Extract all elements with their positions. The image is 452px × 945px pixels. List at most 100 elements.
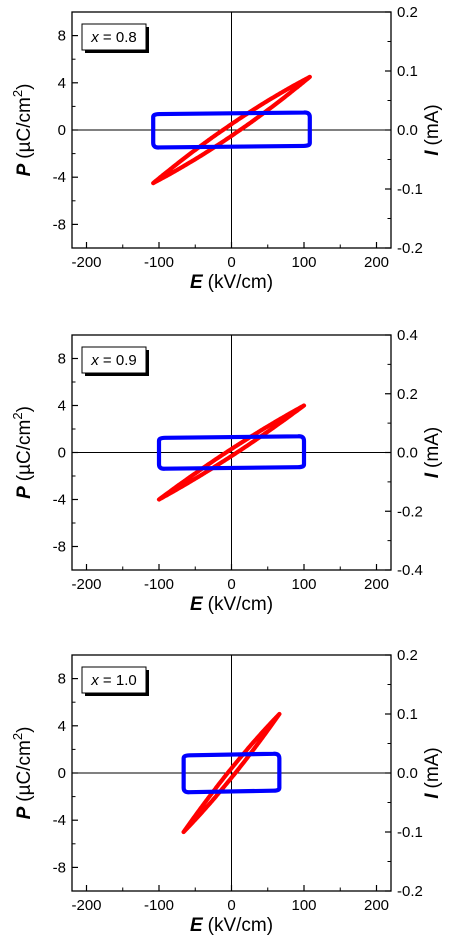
- y-axis-unit-close: ): [14, 727, 35, 733]
- legend-variable: x: [90, 29, 99, 46]
- y2-axis-symbol: I: [422, 150, 443, 156]
- y2-tick-label: 0.2: [397, 647, 418, 664]
- y-axis-label: P (µC/cm2): [10, 406, 35, 499]
- y-axis-unit: (µC/cm: [14, 97, 35, 159]
- y-tick-label: -8: [53, 859, 66, 876]
- x-tick-label: -200: [71, 576, 101, 593]
- x-tick-label: 0: [227, 897, 235, 914]
- y-tick-label: 0: [58, 122, 66, 139]
- legend-box: [81, 666, 147, 694]
- pe-loop-series: [181, 711, 282, 835]
- legend-equals: =: [99, 672, 116, 689]
- legend-label: x = 0.8: [90, 29, 136, 46]
- y2-tick-label: 0.0: [397, 445, 418, 462]
- x-axis-symbol: E: [190, 915, 204, 936]
- x-tick-label: 200: [364, 254, 389, 271]
- y-tick-label: 8: [58, 351, 66, 368]
- y-axis-unit: (µC/cm: [14, 420, 35, 482]
- x-axis-unit: (kV/cm): [208, 272, 273, 293]
- legend-value: 0.8: [116, 29, 137, 46]
- y-axis-unit: (µC/cm: [14, 740, 35, 802]
- y-tick-label: 8: [58, 28, 66, 45]
- y-tick-label: -8: [53, 539, 66, 556]
- y2-tick-label: 0.0: [397, 122, 418, 139]
- chart-panel-2: -200 -100 0 100 200 8 4 0 -4 -8 0.4 0.2 0.0 -0.2 -0.4 x…: [10, 327, 443, 615]
- y-axis-unit-superscript: 2: [10, 733, 25, 740]
- y2-tick-label: -0.4: [397, 562, 423, 579]
- x-axis-unit: (kV/cm): [208, 915, 273, 936]
- y2-axis-unit: (mA): [422, 747, 443, 788]
- x-tick-label: -200: [71, 254, 101, 271]
- legend-variable: x: [90, 352, 99, 369]
- legend-label: x = 1.0: [90, 672, 136, 689]
- y2-axis-unit: (mA): [422, 104, 443, 145]
- y-axis-unit-superscript: 2: [10, 90, 25, 97]
- y-axis-label: P (µC/cm2): [10, 727, 35, 820]
- y-tick-label: -4: [53, 812, 66, 829]
- x-tick-label: -100: [144, 576, 174, 593]
- y2-tick-label: 0.0: [397, 765, 418, 782]
- current-loop-series: [151, 110, 312, 150]
- y-tick-label: -4: [53, 492, 66, 509]
- y2-axis-symbol: I: [422, 472, 443, 478]
- y-tick-label: -4: [53, 169, 66, 186]
- x-axis-label: E (kV/cm): [190, 272, 273, 293]
- y-tick-label: 0: [58, 765, 66, 782]
- x-tick-label: -100: [144, 254, 174, 271]
- legend-equals: =: [99, 29, 116, 46]
- y-axis-unit-close: ): [14, 406, 35, 412]
- y2-axis-label: I (mA): [422, 104, 443, 155]
- y2-tick-label: 0.1: [397, 63, 418, 80]
- x-axis-label: E (kV/cm): [190, 915, 273, 936]
- chart-panel-1: -200 -100 0 100 200 8 4 0 -4 -8 0.2 0.1 0.0 -0.1 -0.2 x…: [10, 4, 443, 293]
- x-tick-label: 0: [227, 254, 235, 271]
- y-axis-symbol: P: [14, 163, 35, 176]
- y-tick-label: 4: [58, 718, 66, 735]
- x-axis-label: E (kV/cm): [190, 594, 273, 615]
- y-axis-unit-superscript: 2: [10, 412, 25, 419]
- x-axis-symbol: E: [190, 272, 204, 293]
- y-axis-symbol: P: [14, 806, 35, 819]
- pe-loop-series: [156, 403, 307, 502]
- y-tick-label: -8: [53, 216, 66, 233]
- legend-box: [81, 346, 147, 374]
- y-axis-label: P (µC/cm2): [10, 84, 35, 177]
- legend-value: 1.0: [116, 672, 137, 689]
- y2-tick-label: 0.2: [397, 4, 418, 21]
- y2-tick-label: 0.4: [397, 327, 418, 344]
- y-axis-symbol: P: [14, 486, 35, 499]
- y2-tick-label: -0.2: [397, 240, 423, 257]
- y2-tick-label: -0.1: [397, 181, 423, 198]
- x-tick-label: -200: [71, 897, 101, 914]
- legend-value: 0.9: [116, 352, 137, 369]
- y2-axis-unit: (mA): [422, 427, 443, 468]
- x-tick-label: 100: [291, 897, 316, 914]
- legend-equals: =: [99, 352, 116, 369]
- y2-axis-label: I (mA): [422, 427, 443, 478]
- current-loop-series: [156, 434, 307, 471]
- chart-panel-3: -200 -100 0 100 200 8 4 0 -4 -8 0.2 0.1 0.0 -0.1 -0.2 x…: [10, 647, 443, 936]
- legend-box: [81, 23, 147, 51]
- x-tick-label: 200: [364, 897, 389, 914]
- x-tick-label: 200: [364, 576, 389, 593]
- x-axis-unit: (kV/cm): [208, 594, 273, 615]
- y2-axis-label: I (mA): [422, 747, 443, 798]
- y2-tick-label: -0.2: [397, 503, 423, 520]
- y-axis-unit-close: ): [14, 84, 35, 90]
- x-axis-symbol: E: [190, 594, 204, 615]
- current-loop-series: [181, 751, 282, 795]
- x-tick-label: 100: [291, 576, 316, 593]
- y2-tick-label: 0.2: [397, 386, 418, 403]
- x-tick-label: 100: [291, 254, 316, 271]
- x-tick-label: -100: [144, 897, 174, 914]
- y2-axis-symbol: I: [422, 793, 443, 799]
- pe-loop-series: [151, 74, 312, 186]
- y-tick-label: 4: [58, 398, 66, 415]
- legend-label: x = 0.9: [90, 352, 136, 369]
- y-tick-label: 4: [58, 75, 66, 92]
- y-tick-label: 0: [58, 445, 66, 462]
- y2-tick-label: -0.1: [397, 824, 423, 841]
- x-tick-label: 0: [227, 576, 235, 593]
- y2-tick-label: -0.2: [397, 883, 423, 900]
